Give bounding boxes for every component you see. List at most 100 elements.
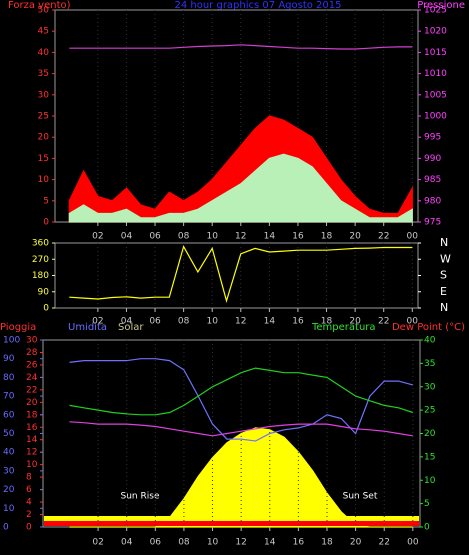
y-tick-label: 30	[38, 90, 50, 100]
axis-label-rain: Pioggia	[0, 322, 36, 333]
y-tick-label: 8	[26, 473, 32, 483]
legend-wind: Forza vento)	[8, 0, 71, 11]
y-tick-label: 20	[26, 398, 38, 408]
y3-tick-label: 40	[3, 448, 15, 458]
y2-tick-label: N	[440, 301, 448, 314]
y-tick-label: 24	[26, 373, 38, 383]
x-tick-label: 08	[178, 232, 190, 242]
y-tick-label: 6	[26, 485, 32, 495]
y3-tick-label: 20	[3, 485, 15, 495]
x-tick-label: 22	[379, 538, 390, 548]
x-tick-label: 20	[350, 538, 362, 548]
x-tick-label: 20	[349, 317, 361, 327]
x-tick-label: 04	[121, 317, 133, 327]
y2-tick-label: W	[440, 252, 451, 265]
y-tick-label: 15	[38, 154, 49, 164]
y-tick-label: 2	[26, 510, 32, 520]
x-tick-label: 06	[149, 232, 161, 242]
x-tick-label: 02	[92, 538, 103, 548]
legend-pressure: Pressione	[417, 0, 465, 11]
x-tick-label: 02	[92, 317, 103, 327]
y3-tick-label: 70	[3, 392, 15, 402]
x-tick-label: 08	[178, 538, 190, 548]
y2-tick-label: 20	[424, 429, 436, 439]
y-tick-label: 26	[26, 360, 38, 370]
y-tick-label: 28	[26, 348, 38, 358]
y3-tick-label: 0	[3, 523, 9, 533]
y-tick-label: 0	[26, 523, 32, 533]
y3-tick-label: 30	[3, 466, 15, 476]
x-tick-label: 04	[121, 232, 133, 242]
y3-tick-label: 10	[3, 504, 15, 514]
y2-tick-label: 1005	[424, 90, 447, 100]
y2-tick-label: N	[440, 236, 448, 249]
x-tick-label: 08	[178, 317, 190, 327]
x-tick-label: 02	[92, 232, 103, 242]
legend-solar: Solar	[118, 322, 144, 333]
y-tick-label: 4	[26, 498, 32, 508]
legend-dew-point: Dew Point (°C)	[392, 322, 465, 333]
y-tick-label: 0	[43, 218, 49, 228]
y-tick-label: 20	[38, 133, 50, 143]
series-line	[69, 245, 413, 303]
y-tick-label: 35	[38, 69, 49, 79]
legend-temperature: Temperatura	[311, 322, 376, 333]
y-tick-label: 40	[38, 48, 50, 58]
y2-tick-label: 975	[424, 218, 441, 228]
rain-band	[44, 521, 419, 526]
y2-tick-label: 995	[424, 133, 441, 143]
y2-tick-label: 990	[424, 154, 441, 164]
y-tick-label: 22	[26, 385, 37, 395]
y-tick-label: 180	[32, 271, 49, 281]
x-tick-label: 12	[235, 538, 246, 548]
y-tick-label: 25	[38, 112, 49, 122]
series-line	[69, 44, 413, 50]
y2-tick-label: 30	[424, 382, 436, 392]
x-tick-label: 14	[264, 317, 276, 327]
annotation-sunrise: Sun Rise	[121, 492, 160, 502]
y-tick-label: 10	[38, 175, 50, 185]
y2-tick-label: 40	[424, 336, 436, 346]
x-tick-label: 00	[407, 538, 419, 548]
y2-tick-label: 1000	[424, 112, 447, 122]
chart-title: 24 hour graphics 07 Agosto 2015	[174, 0, 341, 11]
y3-tick-label: 100	[3, 336, 20, 346]
x-tick-label: 18	[321, 317, 333, 327]
y-tick-label: 18	[26, 410, 38, 420]
y2-tick-label: 1020	[424, 27, 447, 37]
y-tick-label: 50	[38, 6, 50, 16]
x-tick-label: 10	[206, 232, 218, 242]
y3-tick-label: 80	[3, 373, 15, 383]
x-tick-label: 20	[349, 232, 361, 242]
series-area	[69, 427, 413, 528]
y-tick-label: 30	[26, 336, 38, 346]
annotation-sunset: Sun Set	[343, 492, 378, 502]
y-tick-label: 10	[26, 460, 38, 470]
x-tick-label: 00	[407, 232, 419, 242]
y2-tick-label: 1025	[424, 6, 447, 16]
y-tick-label: 270	[32, 255, 49, 265]
x-tick-label: 16	[292, 232, 304, 242]
y2-tick-label: 5	[424, 499, 430, 509]
x-tick-label: 16	[292, 317, 304, 327]
y-tick-label: 90	[38, 287, 50, 297]
y2-tick-label: 1015	[424, 48, 447, 58]
x-tick-label: 18	[321, 538, 333, 548]
series-line	[69, 367, 413, 416]
y-tick-label: 360	[32, 239, 49, 249]
x-tick-label: 16	[293, 538, 305, 548]
x-tick-label: 22	[378, 232, 389, 242]
x-tick-label: 12	[235, 232, 246, 242]
x-tick-label: 18	[321, 232, 333, 242]
y-tick-label: 16	[26, 423, 38, 433]
y2-tick-label: 985	[424, 175, 441, 185]
y2-tick-label: 25	[424, 406, 435, 416]
y3-tick-label: 90	[3, 354, 15, 364]
y2-tick-label: 15	[424, 452, 435, 462]
y-tick-label: 5	[43, 196, 49, 206]
y2-tick-label: 10	[424, 476, 436, 486]
legend-humidity: Umidita	[68, 322, 107, 333]
series-area	[68, 153, 413, 223]
y-tick-label: 12	[26, 448, 37, 458]
